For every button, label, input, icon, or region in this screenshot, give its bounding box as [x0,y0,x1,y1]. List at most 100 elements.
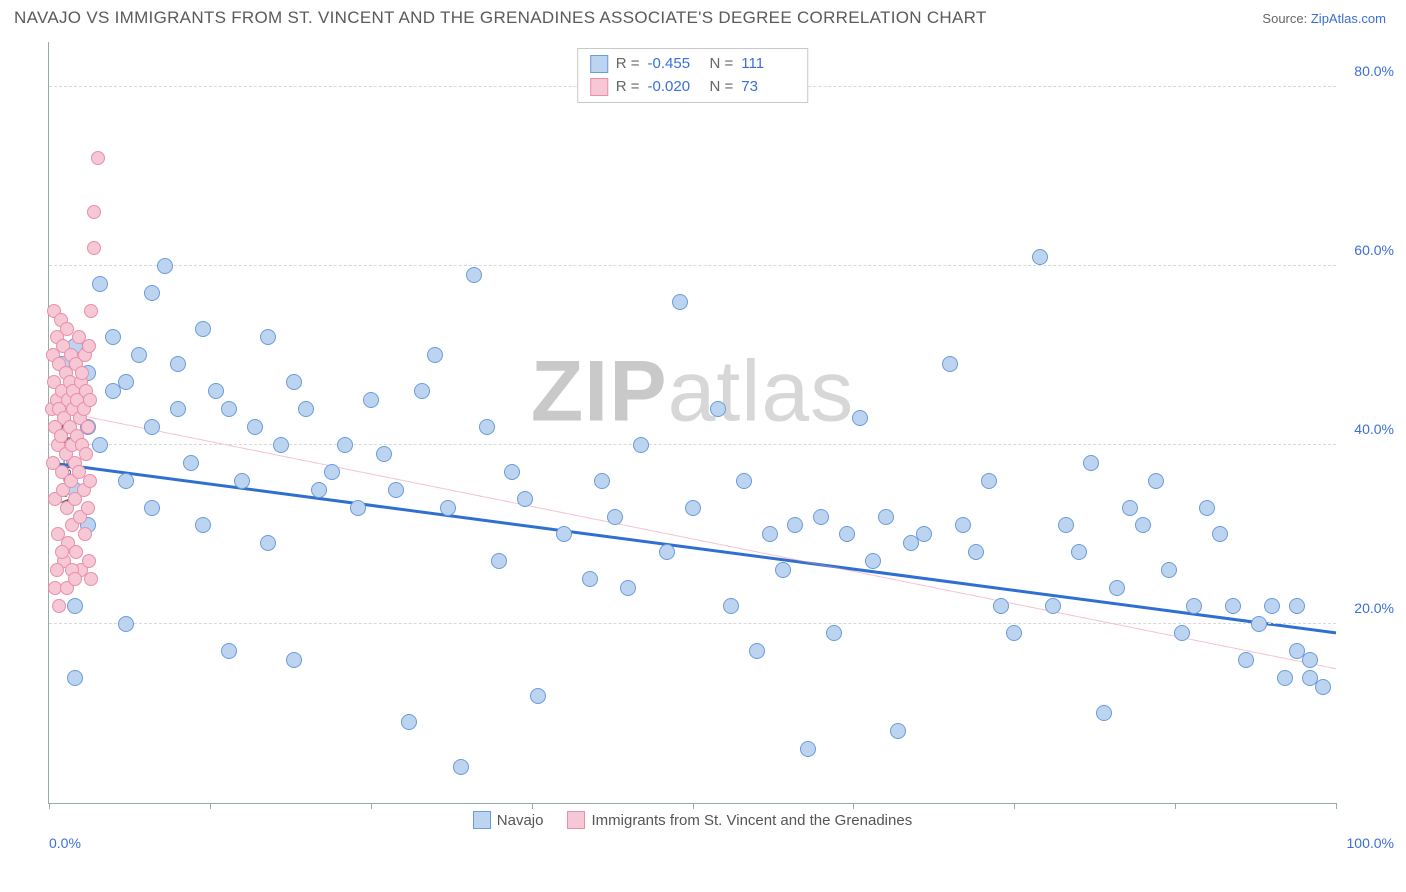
data-point-navajo [92,276,108,292]
data-point-navajo [466,267,482,283]
data-point-svg [68,572,82,586]
legend-label-svg: Immigrants from St. Vincent and the Gren… [591,812,912,829]
xtick-label-min: 0.0% [49,835,81,851]
data-point-navajo [298,401,314,417]
data-point-navajo [337,437,353,453]
data-point-navajo [144,285,160,301]
data-point-navajo [234,473,250,489]
data-point-svg [82,339,96,353]
data-point-svg [83,474,97,488]
legend-swatch-navajo [473,811,491,829]
data-point-navajo [890,723,906,739]
data-point-svg [84,304,98,318]
data-point-navajo [1122,500,1138,516]
xtick [1014,803,1015,809]
source-attribution: Source: ZipAtlas.com [1262,11,1386,26]
data-point-navajo [878,509,894,525]
data-point-navajo [1148,473,1164,489]
data-point-navajo [208,383,224,399]
data-point-navajo [749,643,765,659]
chart-header: NAVAJO VS IMMIGRANTS FROM ST. VINCENT AN… [0,0,1406,32]
data-point-navajo [787,517,803,533]
plot-area: ZIPatlas R = -0.455 N = 111 R = -0.020 N… [48,42,1336,804]
ytick-label: 20.0% [1354,600,1394,616]
data-point-navajo [118,616,134,632]
data-point-navajo [736,473,752,489]
data-point-svg [81,420,95,434]
xtick [49,803,50,809]
data-point-navajo [517,491,533,507]
n-label-0: N = [710,53,734,76]
data-point-navajo [556,526,572,542]
data-point-navajo [1174,625,1190,641]
data-point-svg [87,205,101,219]
data-point-navajo [607,509,623,525]
data-point-navajo [1032,249,1048,265]
data-point-navajo [1161,562,1177,578]
legend-item-navajo: Navajo [473,811,544,829]
data-point-navajo [1251,616,1267,632]
data-point-navajo [401,714,417,730]
ytick-label: 60.0% [1354,242,1394,258]
data-point-navajo [672,294,688,310]
data-point-svg [82,554,96,568]
data-point-navajo [273,437,289,453]
data-point-navajo [813,509,829,525]
data-point-navajo [504,464,520,480]
data-point-navajo [170,356,186,372]
data-point-navajo [582,571,598,587]
data-point-navajo [414,383,430,399]
data-point-navajo [1186,598,1202,614]
data-point-navajo [1212,526,1228,542]
stats-row-navajo: R = -0.455 N = 111 [590,53,796,76]
data-point-navajo [67,598,83,614]
legend-label-navajo: Navajo [497,812,544,829]
data-point-navajo [1109,580,1125,596]
xtick [1175,803,1176,809]
data-point-navajo [775,562,791,578]
data-point-navajo [1071,544,1087,560]
xtick [1336,803,1337,809]
gridline-h [49,265,1336,266]
data-point-navajo [1135,517,1151,533]
data-point-navajo [286,374,302,390]
xtick [532,803,533,809]
data-point-navajo [981,473,997,489]
data-point-navajo [118,374,134,390]
data-point-navajo [955,517,971,533]
data-point-navajo [968,544,984,560]
data-point-navajo [92,437,108,453]
xtick-label-max: 100.0% [1347,835,1394,851]
xtick [210,803,211,809]
data-point-navajo [247,419,263,435]
data-point-navajo [916,526,932,542]
gridline-h [49,623,1336,624]
data-point-svg [52,599,66,613]
legend-swatch-svg [567,811,585,829]
gridline-h [49,444,1336,445]
data-point-navajo [685,500,701,516]
data-point-navajo [324,464,340,480]
r-label-1: R = [616,76,640,99]
source-link[interactable]: ZipAtlas.com [1311,11,1386,26]
xtick [853,803,854,809]
legend-item-svg: Immigrants from St. Vincent and the Gren… [567,811,912,829]
data-point-svg [50,563,64,577]
stats-legend: R = -0.455 N = 111 R = -0.020 N = 73 [577,48,809,103]
r-value-1: -0.020 [648,76,702,99]
n-label-1: N = [710,76,734,99]
data-point-navajo [1277,670,1293,686]
data-point-navajo [67,670,83,686]
data-point-navajo [800,741,816,757]
data-point-navajo [376,446,392,462]
stats-row-svg: R = -0.020 N = 73 [590,76,796,99]
series-legend: Navajo Immigrants from St. Vincent and t… [49,811,1336,829]
data-point-navajo [195,321,211,337]
data-point-navajo [453,759,469,775]
data-point-navajo [479,419,495,435]
data-point-svg [79,447,93,461]
data-point-navajo [633,437,649,453]
data-point-navajo [1289,598,1305,614]
data-point-navajo [839,526,855,542]
data-point-navajo [1264,598,1280,614]
